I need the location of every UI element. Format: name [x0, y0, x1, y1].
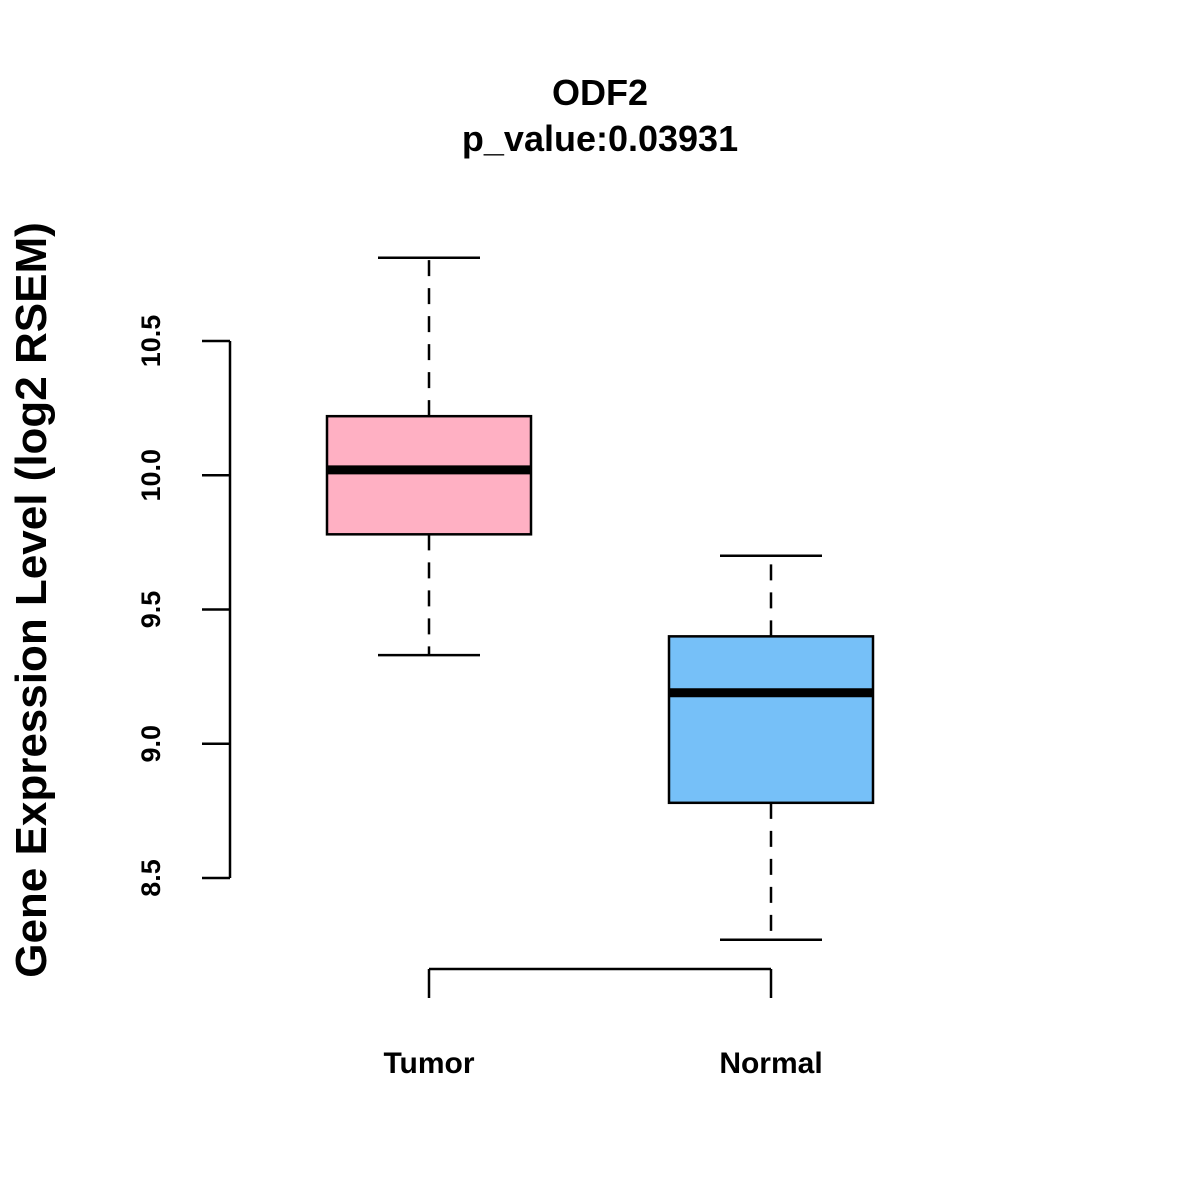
boxes-group: [325, 256, 875, 942]
box-tumor: [325, 256, 533, 657]
x-category-label-normal: Normal: [719, 1047, 822, 1080]
y-tick-label: 9.0: [136, 725, 166, 763]
x-category-label-tumor: Tumor: [383, 1047, 474, 1080]
box-normal: [667, 554, 875, 942]
y-axis: 8.5 9.0 9.5 10.0 10.5: [136, 315, 232, 897]
y-tick-label: 9.5: [136, 591, 166, 629]
y-axis-label: Gene Expression Level (log2 RSEM): [7, 222, 56, 978]
x-axis-labels: Tumor Normal: [383, 1047, 822, 1080]
chart-subtitle: p_value:0.03931: [462, 118, 738, 159]
chart-title: ODF2: [552, 72, 648, 113]
y-tick-label: 10.0: [136, 449, 166, 502]
y-tick-label: 8.5: [136, 859, 166, 897]
iqr-box: [325, 414, 533, 536]
iqr-box: [667, 635, 875, 805]
comparison-bracket-group: [427, 967, 773, 998]
y-tick-label: 10.5: [136, 315, 166, 368]
